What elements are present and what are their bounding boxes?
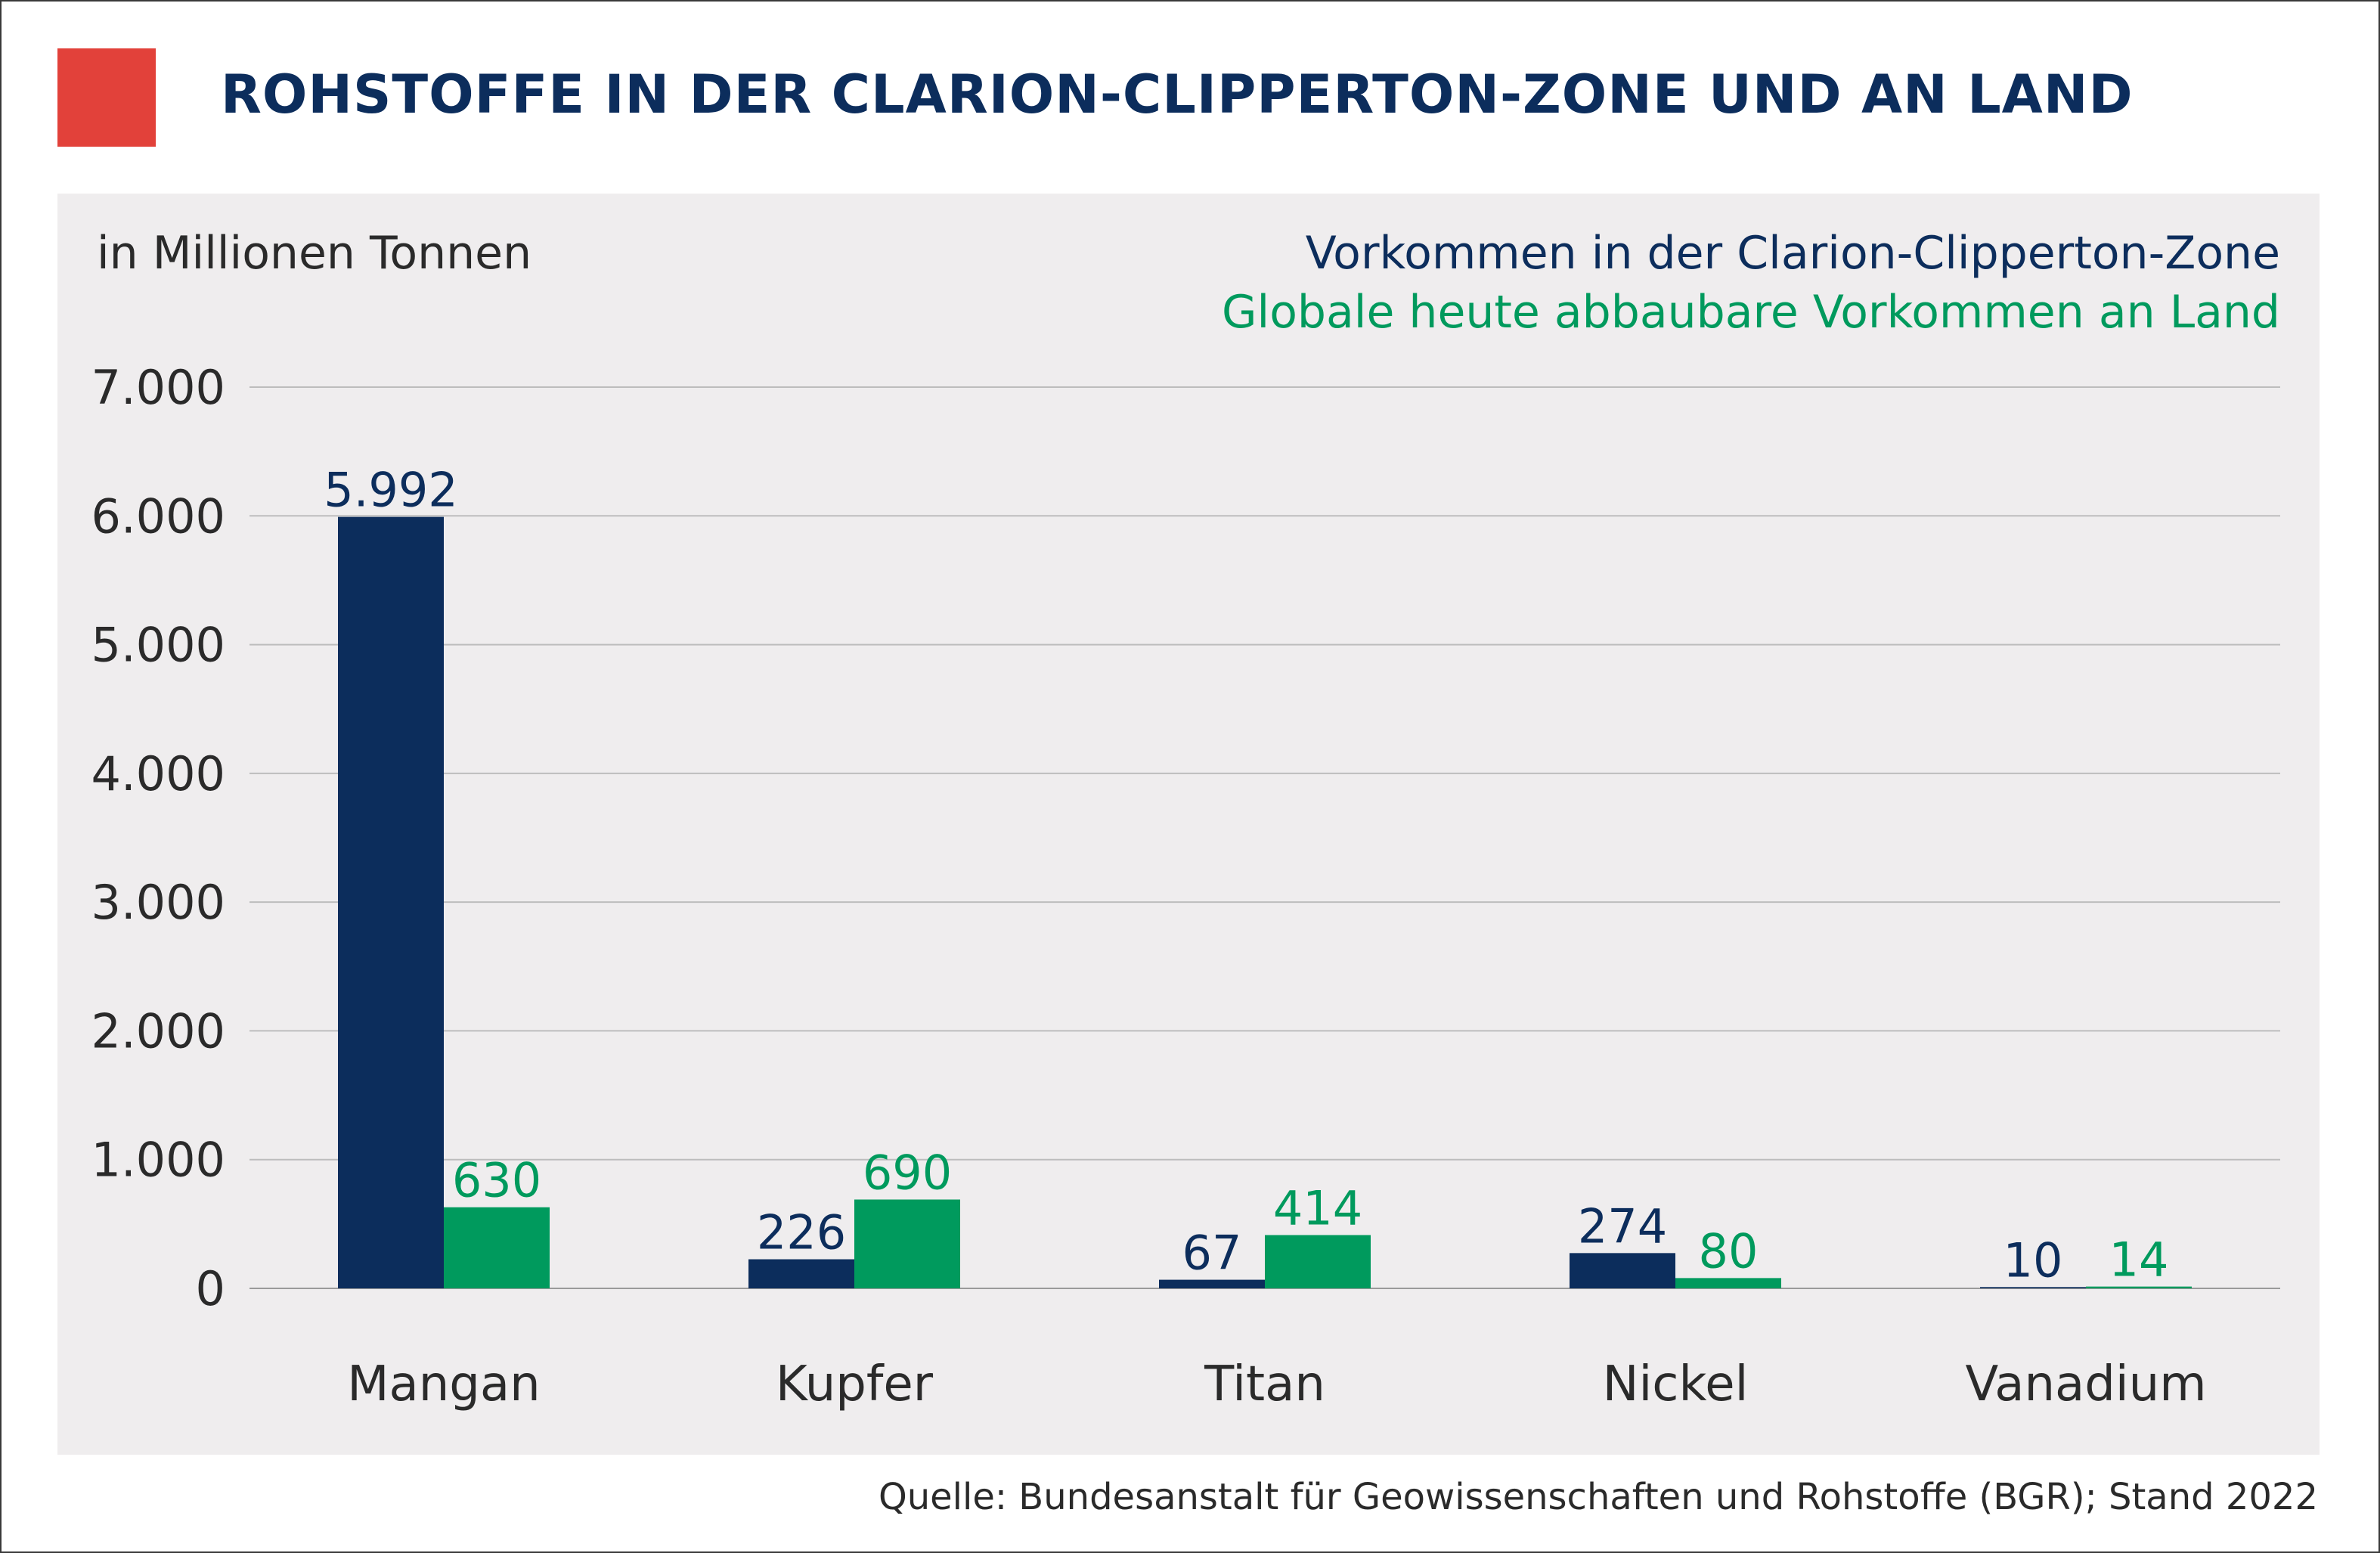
y-tick-label: 6.000 <box>91 488 226 544</box>
bar-ccz-titan <box>1159 1279 1265 1288</box>
x-tick-label: Nickel <box>1603 1356 1749 1412</box>
bar-ccz-mangan <box>338 516 444 1288</box>
data-label-land: 690 <box>863 1145 952 1201</box>
source-note: Quelle: Bundesanstalt für Geowissenschaf… <box>878 1476 2318 1518</box>
y-tick-label: 0 <box>196 1261 225 1316</box>
legend: Vorkommen in der Clarion-Clipperton-Zone… <box>1222 224 2280 342</box>
y-tick-label: 7.000 <box>91 360 226 415</box>
bar-land-kupfer <box>854 1199 960 1288</box>
legend-series-land: Globale heute abbaubare Vorkommen an Lan… <box>1222 286 2280 339</box>
bar-ccz-nickel <box>1570 1253 1675 1288</box>
x-tick-label: Titan <box>1204 1356 1325 1412</box>
bar-ccz-kupfer <box>748 1259 854 1288</box>
data-label-ccz: 274 <box>1578 1198 1667 1254</box>
bar-land-nickel <box>1675 1278 1781 1288</box>
y-tick-label: 5.000 <box>91 618 226 673</box>
data-label-land: 14 <box>2109 1232 2169 1288</box>
x-tick-label: Kupfer <box>776 1356 934 1412</box>
bar-land-mangan <box>444 1207 550 1288</box>
chart-title: ROHSTOFFE IN DER CLARION-CLIPPERTON-ZONE… <box>221 64 2134 126</box>
legend-series-ccz: Vorkommen in der Clarion-Clipperton-Zone <box>1305 227 2280 280</box>
accent-square <box>57 48 156 147</box>
data-label-ccz: 226 <box>757 1205 846 1260</box>
x-tick-label: Mangan <box>347 1356 540 1412</box>
data-label-ccz: 5.992 <box>324 463 458 518</box>
y-axis-unit-label: in Millionen Tonnen <box>97 227 532 280</box>
y-tick-label: 1.000 <box>91 1133 226 1188</box>
data-label-land: 630 <box>452 1153 541 1208</box>
data-label-ccz: 10 <box>2003 1232 2063 1288</box>
y-tick-label: 4.000 <box>91 746 226 801</box>
bar-land-vanadium <box>2086 1286 2192 1288</box>
y-tick-label: 2.000 <box>91 1003 226 1059</box>
data-label-land: 414 <box>1273 1181 1362 1236</box>
bar-ccz-vanadium <box>1980 1287 2086 1288</box>
data-label-land: 80 <box>1699 1223 1759 1279</box>
data-label-ccz: 67 <box>1182 1226 1242 1281</box>
x-tick-label: Vanadium <box>1965 1356 2206 1412</box>
y-tick-label: 3.000 <box>91 875 226 930</box>
bar-land-titan <box>1265 1235 1371 1288</box>
